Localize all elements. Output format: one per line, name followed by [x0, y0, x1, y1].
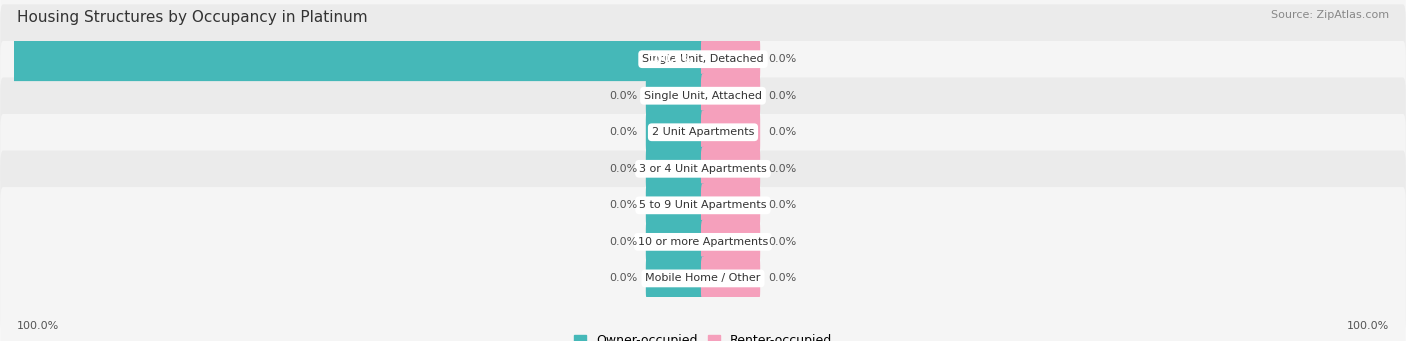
Text: 0.0%: 0.0% — [609, 237, 637, 247]
Text: 0.0%: 0.0% — [609, 200, 637, 210]
FancyBboxPatch shape — [702, 110, 761, 154]
FancyBboxPatch shape — [702, 256, 761, 300]
Text: 0.0%: 0.0% — [769, 200, 797, 210]
Text: 100.0%: 100.0% — [1347, 321, 1389, 331]
FancyBboxPatch shape — [702, 74, 761, 118]
FancyBboxPatch shape — [702, 220, 761, 264]
FancyBboxPatch shape — [0, 41, 1406, 224]
Text: 5 to 9 Unit Apartments: 5 to 9 Unit Apartments — [640, 200, 766, 210]
FancyBboxPatch shape — [645, 74, 704, 118]
Text: 0.0%: 0.0% — [769, 273, 797, 283]
FancyBboxPatch shape — [0, 187, 1406, 341]
FancyBboxPatch shape — [645, 147, 704, 191]
FancyBboxPatch shape — [0, 4, 1406, 187]
FancyBboxPatch shape — [0, 150, 1406, 333]
Text: 100.0%: 100.0% — [648, 54, 695, 64]
Text: 10 or more Apartments: 10 or more Apartments — [638, 237, 768, 247]
Text: 2 Unit Apartments: 2 Unit Apartments — [652, 127, 754, 137]
FancyBboxPatch shape — [702, 147, 761, 191]
FancyBboxPatch shape — [0, 114, 1406, 297]
Text: Single Unit, Detached: Single Unit, Detached — [643, 54, 763, 64]
FancyBboxPatch shape — [702, 37, 761, 81]
Text: Mobile Home / Other: Mobile Home / Other — [645, 273, 761, 283]
Text: 0.0%: 0.0% — [769, 91, 797, 101]
FancyBboxPatch shape — [0, 0, 1406, 150]
Text: 0.0%: 0.0% — [769, 127, 797, 137]
Text: 0.0%: 0.0% — [769, 54, 797, 64]
FancyBboxPatch shape — [645, 183, 704, 227]
FancyBboxPatch shape — [13, 37, 704, 81]
Text: 0.0%: 0.0% — [769, 164, 797, 174]
FancyBboxPatch shape — [645, 220, 704, 264]
Text: Single Unit, Attached: Single Unit, Attached — [644, 91, 762, 101]
Text: Housing Structures by Occupancy in Platinum: Housing Structures by Occupancy in Plati… — [17, 10, 367, 25]
Text: 3 or 4 Unit Apartments: 3 or 4 Unit Apartments — [640, 164, 766, 174]
Text: 0.0%: 0.0% — [609, 127, 637, 137]
Legend: Owner-occupied, Renter-occupied: Owner-occupied, Renter-occupied — [574, 334, 832, 341]
Text: 100.0%: 100.0% — [17, 321, 59, 331]
FancyBboxPatch shape — [645, 256, 704, 300]
Text: 0.0%: 0.0% — [609, 91, 637, 101]
FancyBboxPatch shape — [645, 110, 704, 154]
Text: 0.0%: 0.0% — [769, 237, 797, 247]
Text: 0.0%: 0.0% — [609, 164, 637, 174]
FancyBboxPatch shape — [702, 183, 761, 227]
Text: Source: ZipAtlas.com: Source: ZipAtlas.com — [1271, 10, 1389, 20]
FancyBboxPatch shape — [0, 77, 1406, 260]
Text: 0.0%: 0.0% — [609, 273, 637, 283]
